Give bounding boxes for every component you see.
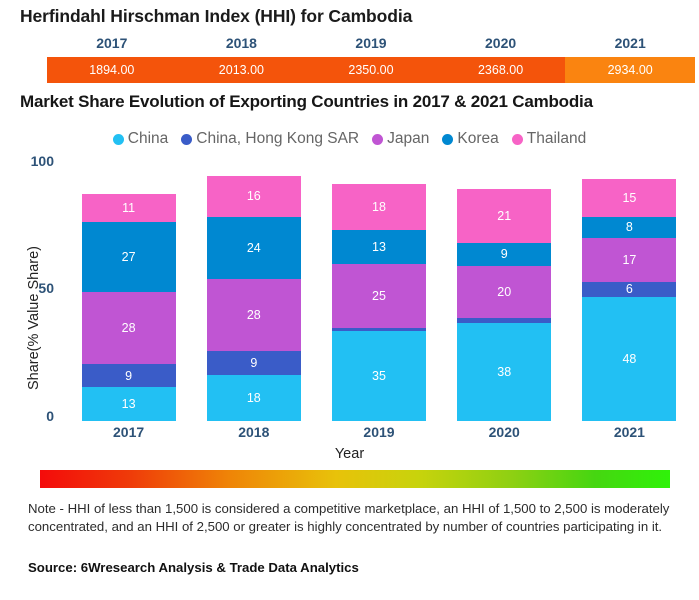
concentration-gradient-bar [40, 470, 670, 488]
legend-item-thailand[interactable]: Thailand [511, 130, 587, 148]
bar-segment[interactable] [457, 317, 552, 323]
bar-segment[interactable] [332, 328, 426, 331]
bar-column: 21 9 20 38 [442, 163, 567, 421]
bar-segment[interactable]: 27 [81, 222, 176, 293]
bar-column: 15 8 17 6 48 [567, 163, 692, 421]
hhi-value-segment: 2350.00 [306, 57, 436, 83]
bar-segment[interactable]: 11 [81, 193, 176, 223]
x-axis-tick-label: 2019 [363, 424, 395, 440]
bar-segment[interactable]: 6 [582, 281, 677, 298]
chart-legend: China China, Hong Kong SAR Japan Korea Thail… [0, 128, 699, 150]
bar-segment[interactable]: 35 [332, 330, 426, 421]
bar-segment[interactable]: 8 [582, 217, 677, 238]
bar-segment[interactable]: 18 [332, 183, 426, 231]
bar-column: 18 13 25 35 [316, 163, 441, 421]
legend-swatch-icon [112, 133, 124, 145]
x-axis-tick-label: 2017 [113, 424, 145, 440]
bar-segment[interactable]: 21 [457, 188, 552, 243]
x-axis-label-row: 2017 2018 2019 2020 2021 [66, 424, 692, 440]
bar-segment[interactable]: 28 [81, 292, 176, 365]
hhi-year-label: 2019 [355, 35, 387, 51]
bar-column: 16 24 28 9 18 [191, 163, 316, 421]
bar-segment[interactable]: 17 [582, 237, 677, 282]
hhi-value-segment: 1894.00 [47, 57, 177, 83]
legend-label: China [127, 130, 169, 147]
y-axis-tick-0: 0 [46, 408, 54, 424]
bar-segment[interactable]: 48 [582, 297, 677, 421]
hhi-value-segment: 2013.00 [176, 57, 307, 83]
hhi-year-label: 2017 [96, 35, 128, 51]
bar-segment[interactable]: 25 [332, 263, 426, 329]
bar-stack: 15 8 17 6 48 [582, 178, 677, 421]
bar-segment[interactable]: 9 [457, 243, 552, 267]
hhi-value-segment: 2368.00 [435, 57, 566, 83]
legend-item-japan[interactable]: Japan [372, 130, 429, 148]
hhi-value-bar: 1894.00 2013.00 2350.00 2368.00 2934.00 [47, 57, 695, 83]
x-axis-title: Year [334, 446, 365, 462]
hhi-year-label: 2018 [225, 35, 257, 51]
bar-segment[interactable]: 9 [81, 364, 176, 388]
chart-title: Market Share Evolution of Exporting Coun… [20, 92, 593, 111]
hhi-year-label: 2020 [485, 35, 517, 51]
bar-column: 11 27 28 9 13 [66, 163, 191, 421]
bar-stack: 11 27 28 9 13 [81, 193, 176, 421]
bar-segment[interactable]: 18 [206, 374, 301, 421]
hhi-year-label-row: 2017 2018 2019 2020 2021 [47, 33, 695, 53]
footer-source: Source: 6Wresearch Analysis & Trade Data… [28, 560, 359, 575]
bar-segment[interactable]: 15 [582, 178, 677, 218]
hhi-year-label: 2021 [614, 35, 646, 51]
plot-area: Share(% Value Share) 100 50 0 11 27 28 9 13 1… [0, 150, 699, 462]
legend-swatch-icon [442, 133, 454, 145]
legend-label: Thailand [526, 130, 587, 147]
x-axis-tick-label: 2020 [488, 424, 520, 440]
legend-swatch-icon [511, 133, 523, 145]
bar-segment[interactable]: 20 [457, 266, 552, 318]
bar-segment[interactable]: 13 [81, 387, 176, 421]
legend-item-korea[interactable]: Korea [442, 130, 499, 148]
y-axis-tick-50: 50 [38, 280, 54, 296]
bar-segment[interactable]: 9 [206, 351, 301, 375]
bar-stack: 16 24 28 9 18 [206, 175, 301, 421]
bar-stack: 18 13 25 35 [332, 183, 426, 421]
legend-swatch-icon [181, 133, 193, 145]
bar-segment[interactable]: 38 [457, 322, 552, 421]
y-axis-tick-100: 100 [30, 153, 54, 169]
legend-swatch-icon [372, 133, 384, 145]
bar-segment[interactable]: 13 [332, 230, 426, 264]
legend-item-china-hong-kong-sar[interactable]: China, Hong Kong SAR [181, 130, 359, 148]
stacked-bar-group: 11 27 28 9 13 16 24 28 9 18 18 13 25 35 21 9 20 38 15 8 17 6 4… [66, 163, 692, 421]
legend-label: Korea [457, 130, 499, 147]
legend-label: Japan [387, 130, 430, 147]
hhi-value-segment: 2934.00 [565, 57, 695, 83]
bar-stack: 21 9 20 38 [457, 188, 552, 421]
bar-segment[interactable]: 16 [206, 175, 301, 218]
hhi-section-title: Herfindahl Hirschman Index (HHI) for Cam… [20, 6, 413, 26]
legend-item-china[interactable]: China [112, 130, 169, 148]
y-axis-title: Share(% Value Share) [26, 246, 42, 391]
footer-note: Note - HHI of less than 1,500 is conside… [28, 501, 670, 534]
bar-segment[interactable]: 24 [206, 217, 301, 280]
legend-label: China, Hong Kong SAR [196, 130, 360, 147]
bar-segment[interactable]: 28 [206, 279, 301, 352]
x-axis-tick-label: 2021 [613, 424, 645, 440]
x-axis-tick-label: 2018 [238, 424, 270, 440]
